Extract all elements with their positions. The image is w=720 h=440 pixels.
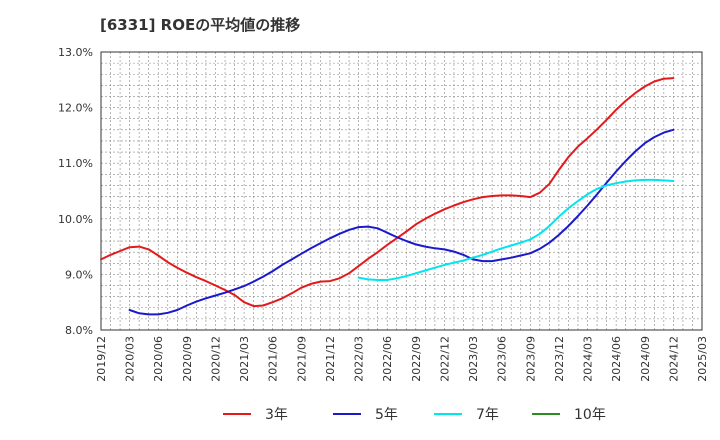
x-tick-label: 2020/06 — [152, 336, 165, 382]
x-tick-label: 2021/12 — [324, 336, 337, 382]
x-tick-label: 2020/03 — [124, 336, 137, 382]
x-tick-label: 2024/03 — [582, 336, 595, 382]
series-line — [357, 178, 675, 281]
x-tick-label: 2024/06 — [610, 336, 623, 382]
x-tick-label: 2022/06 — [381, 336, 394, 382]
legend-label: 7年 — [476, 407, 499, 423]
x-tick-label: 2024/12 — [667, 336, 680, 382]
chart-title: [6331] ROEの平均値の推移 — [100, 16, 300, 34]
x-tick-label: 2021/03 — [238, 336, 251, 382]
plot-frame — [100, 51, 703, 331]
y-tick-label: 13.0% — [58, 46, 93, 59]
legend-label: 5年 — [375, 407, 398, 423]
x-tick-label: 2023/06 — [496, 336, 509, 382]
x-tick-label: 2025/03 — [696, 336, 709, 382]
x-tick-label: 2022/12 — [438, 336, 451, 382]
x-tick-label: 2022/09 — [410, 336, 423, 382]
x-tick-label: 2019/12 — [95, 336, 108, 382]
legend: 3年 5年 7年 10年 — [223, 407, 606, 423]
series-line — [100, 77, 675, 308]
x-tick-label: 2021/06 — [267, 336, 280, 382]
x-tick-label: 2024/09 — [639, 336, 652, 382]
legend-label: 3年 — [265, 407, 288, 423]
y-tick-label: 9.0% — [65, 268, 93, 281]
y-tick-label: 10.0% — [58, 213, 93, 226]
x-tick-label: 2022/03 — [353, 336, 366, 382]
y-tick-label: 12.0% — [58, 102, 93, 115]
y-tick-label: 11.0% — [58, 157, 93, 170]
x-tick-label: 2023/09 — [524, 336, 537, 382]
plot-area: 8.0% 9.0% 10.0% 11.0% 12.0% 13.0% 2019/12 2020/… — [58, 46, 709, 382]
legend-label: 10年 — [574, 407, 606, 423]
x-tick-label: 2023/03 — [467, 336, 480, 382]
x-tick-label: 2023/12 — [553, 336, 566, 382]
x-tick-label: 2021/09 — [295, 336, 308, 382]
y-tick-label: 8.0% — [65, 324, 93, 337]
x-tick-label: 2020/09 — [181, 336, 194, 382]
series-line — [128, 128, 675, 316]
x-tick-label: 2020/12 — [209, 336, 222, 382]
